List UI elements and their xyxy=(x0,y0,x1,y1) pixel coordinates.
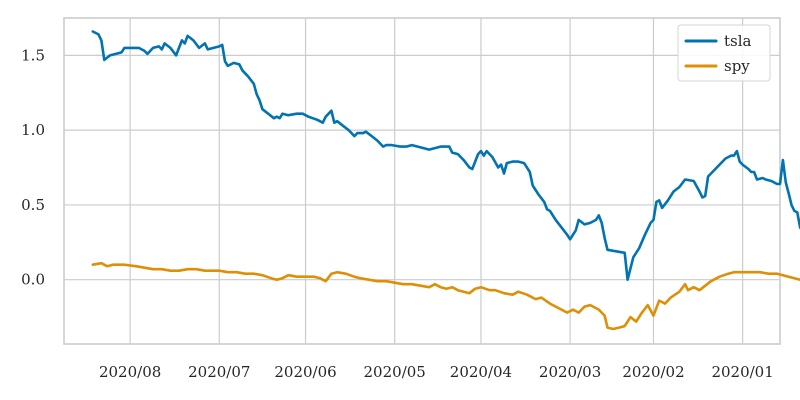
series-line-tsla xyxy=(91,30,800,282)
y-axis-ticks: 0.0 0.5 1.0 1.5 xyxy=(21,46,45,288)
x-axis-ticks: 2020/08 2020/07 2020/06 2020/05 2020/04 2020/… xyxy=(99,363,774,381)
series-line-spy xyxy=(91,261,800,331)
legend-label-tsla: tsla xyxy=(724,32,752,50)
x-tick-label: 2020/08 xyxy=(99,363,161,381)
x-tick-label: 2020/03 xyxy=(539,363,601,381)
legend: tsla spy xyxy=(677,24,771,82)
x-tick-label: 2020/02 xyxy=(622,363,684,381)
y-tick-label: 1.0 xyxy=(21,121,45,139)
x-tick-label: 2020/07 xyxy=(188,363,250,381)
x-tick-label: 2020/06 xyxy=(274,363,336,381)
y-tick-label: 0.0 xyxy=(21,271,45,289)
x-tick-label: 2020/01 xyxy=(711,363,773,381)
x-tick-label: 2020/04 xyxy=(450,363,512,381)
series-lines xyxy=(91,30,800,331)
legend-label-spy: spy xyxy=(724,57,750,75)
y-tick-label: 0.5 xyxy=(21,196,45,214)
y-tick-label: 1.5 xyxy=(21,46,45,64)
x-tick-label: 2020/05 xyxy=(364,363,426,381)
